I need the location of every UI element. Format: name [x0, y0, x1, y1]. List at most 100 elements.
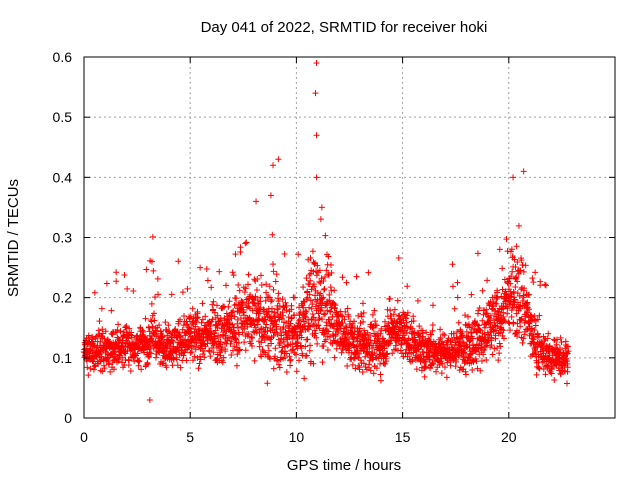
data-point: [327, 308, 334, 315]
data-point: [294, 339, 301, 346]
data-point: [553, 362, 560, 369]
data-point: [204, 277, 211, 284]
data-point: [263, 321, 270, 328]
data-point: [256, 343, 263, 350]
data-point: [339, 320, 346, 327]
data-point: [142, 315, 149, 322]
data-point: [197, 356, 204, 363]
data-point: [318, 204, 325, 211]
data-point: [312, 90, 319, 97]
data-point: [312, 330, 319, 337]
data-point: [278, 332, 285, 339]
data-point: [197, 264, 204, 271]
data-point: [288, 302, 295, 309]
data-point: [395, 254, 402, 261]
data-point: [530, 334, 537, 341]
data-point: [168, 291, 175, 298]
data-point: [324, 307, 331, 314]
data-point: [261, 337, 268, 344]
data-point: [485, 313, 492, 320]
data-point: [510, 319, 517, 326]
data-point: [531, 345, 538, 352]
data-point: [235, 340, 242, 347]
data-point: [206, 348, 213, 355]
chart-title: Day 041 of 2022, SRMTID for receiver hok…: [201, 19, 488, 36]
data-point: [307, 255, 314, 262]
data-point: [127, 367, 134, 374]
data-point: [343, 279, 350, 286]
data-points: [80, 60, 572, 403]
data-point: [285, 314, 292, 321]
data-point: [262, 316, 269, 323]
data-point: [389, 350, 396, 357]
data-point: [421, 373, 428, 380]
data-point: [152, 354, 159, 361]
data-point: [547, 369, 554, 376]
data-point: [176, 329, 183, 336]
data-point: [279, 296, 286, 303]
data-point: [219, 344, 226, 351]
data-point: [365, 269, 372, 276]
data-point: [356, 350, 363, 357]
data-point: [241, 339, 248, 346]
data-point: [213, 302, 220, 309]
data-point: [249, 334, 256, 341]
data-point: [219, 359, 226, 366]
data-point: [516, 293, 523, 300]
data-point: [123, 322, 130, 329]
data-point: [302, 343, 309, 350]
data-point: [231, 313, 238, 320]
y-tick-label: 0.2: [53, 290, 73, 306]
data-point: [200, 348, 207, 355]
data-point: [283, 350, 290, 357]
data-point: [217, 334, 224, 341]
data-point: [479, 317, 486, 324]
data-point: [202, 343, 209, 350]
data-point: [515, 270, 522, 277]
data-point: [188, 349, 195, 356]
data-point: [98, 305, 105, 312]
data-point: [304, 294, 311, 301]
data-point: [232, 335, 239, 342]
data-point: [230, 272, 237, 279]
data-point: [500, 313, 507, 320]
data-point: [419, 327, 426, 334]
data-point: [115, 358, 122, 365]
data-point: [144, 360, 151, 367]
data-point: [242, 285, 249, 292]
data-point: [515, 329, 522, 336]
data-point: [279, 315, 286, 322]
data-point: [539, 341, 546, 348]
data-point: [553, 336, 560, 343]
data-point: [479, 287, 486, 294]
data-point: [314, 262, 321, 269]
data-point: [209, 316, 216, 323]
data-point: [189, 357, 196, 364]
data-point: [113, 278, 120, 285]
data-point: [396, 312, 403, 319]
data-point: [423, 329, 430, 336]
data-point: [558, 339, 565, 346]
data-point: [258, 281, 265, 288]
data-point: [307, 277, 314, 284]
data-point: [275, 298, 282, 305]
data-point: [541, 281, 548, 288]
tick-labels: 0 5 10 15 20 0 0.1 0.2 0.3 0.4 0.5 0.6: [53, 49, 517, 445]
data-point: [410, 318, 417, 325]
data-point: [416, 323, 423, 330]
data-point: [276, 364, 283, 371]
data-point: [198, 319, 205, 326]
data-point: [373, 322, 380, 329]
data-point: [497, 329, 504, 336]
data-point: [397, 347, 404, 354]
data-point: [443, 374, 450, 381]
data-point: [210, 298, 217, 305]
data-point: [320, 278, 327, 285]
data-point: [307, 342, 314, 349]
data-point: [124, 285, 131, 292]
data-point: [517, 323, 524, 330]
data-point: [326, 333, 333, 340]
data-point: [378, 325, 385, 332]
data-point: [451, 305, 458, 312]
